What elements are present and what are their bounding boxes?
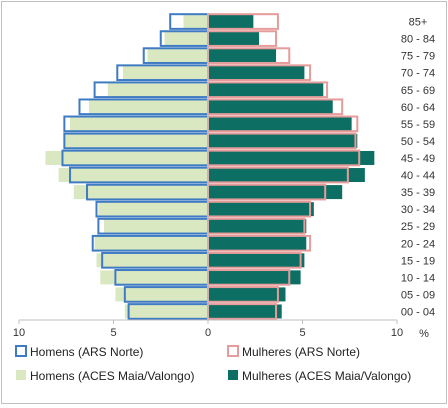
legend-swatch: [16, 370, 26, 380]
category-labels: 00 - 04 05 - 09 10 - 14 15 - 19 20 - 24 25 - …: [401, 17, 435, 319]
x-tick-label: 0: [205, 327, 211, 339]
x-tick-label: 10: [391, 327, 403, 339]
bar-homens-aces-0: [124, 304, 208, 319]
legend-label: Homens (ACES Maia/Valongo): [30, 369, 195, 383]
category-label: 00 - 04: [401, 306, 435, 318]
bar-homens-aces-7: [73, 185, 208, 200]
legend-swatch: [15, 345, 27, 357]
bar-homens-aces-16: [164, 31, 208, 46]
bar-homens-aces-17: [183, 14, 208, 29]
legend-swatch: [227, 345, 239, 357]
bar-homens-aces-10: [64, 133, 208, 148]
bar-homens-aces-1: [115, 287, 208, 302]
bar-mulheres-aces-6: [208, 202, 314, 217]
category-label: 60 - 64: [401, 102, 435, 114]
category-label: 40 - 44: [401, 170, 435, 182]
legend-label: Mulheres (ARS Norte): [242, 345, 360, 359]
bar-mulheres-aces-12: [208, 99, 333, 114]
category-label: 30 - 34: [401, 204, 435, 216]
x-tick-label: 5: [110, 327, 116, 339]
bar-mulheres-aces-14: [208, 65, 305, 80]
legend-label: Mulheres (ACES Maia/Valongo): [242, 369, 411, 383]
bar-mulheres-aces-3: [208, 253, 305, 268]
bar-mulheres-aces-15: [208, 48, 277, 63]
bar-mulheres-aces-17: [208, 14, 254, 29]
category-label: 85+: [409, 17, 428, 29]
bar-homens-aces-14: [122, 65, 208, 80]
category-label: 20 - 24: [401, 238, 435, 250]
bar-mulheres-aces-2: [208, 270, 301, 285]
bar-mulheres-aces-5: [208, 219, 307, 234]
bar-homens-aces-6: [98, 202, 208, 217]
bar-mulheres-aces-16: [208, 31, 260, 46]
bar-homens-aces-8: [58, 168, 208, 183]
bar-homens-aces-2: [100, 270, 208, 285]
bar-homens-aces-4: [94, 236, 208, 251]
category-label: 10 - 14: [401, 272, 435, 284]
category-label: 45 - 49: [401, 153, 435, 165]
bar-mulheres-aces-1: [208, 287, 286, 302]
bar-mulheres-aces-11: [208, 116, 352, 131]
bar-homens-aces-12: [88, 99, 208, 114]
category-label: 35 - 39: [401, 187, 435, 199]
category-label: 25 - 29: [401, 221, 435, 233]
category-label: 75 - 79: [401, 51, 435, 63]
bar-mulheres-aces-0: [208, 304, 282, 319]
bars-layer: [45, 13, 375, 320]
category-label: 70 - 74: [401, 68, 435, 80]
category-label: 55 - 59: [401, 119, 435, 131]
bar-homens-aces-13: [107, 82, 208, 97]
category-label: 80 - 84: [401, 34, 435, 46]
x-axis-unit-label: %: [419, 328, 429, 340]
bar-homens-aces-11: [70, 116, 208, 131]
x-ticks: 10 5 0 5 10: [13, 320, 403, 339]
x-tick-label: 10: [13, 327, 25, 339]
legend-label: Homens (ARS Norte): [30, 345, 143, 359]
bar-mulheres-aces-10: [208, 133, 358, 148]
category-label: 05 - 09: [401, 289, 435, 301]
bar-mulheres-aces-13: [208, 82, 324, 97]
legend-swatch: [228, 370, 238, 380]
category-label: 15 - 19: [401, 255, 435, 267]
bar-mulheres-aces-4: [208, 236, 307, 251]
bar-homens-aces-3: [96, 253, 208, 268]
bar-mulheres-aces-9: [208, 150, 375, 165]
bar-homens-aces-15: [147, 48, 208, 63]
bar-mulheres-aces-8: [208, 168, 365, 183]
bar-homens-aces-5: [104, 219, 208, 234]
category-label: 50 - 54: [401, 136, 435, 148]
bar-homens-aces-9: [45, 150, 209, 165]
x-tick-label: 5: [299, 327, 305, 339]
bar-mulheres-aces-7: [208, 185, 343, 200]
legend: Homens (ARS Norte) Mulheres (ARS Norte) Ho…: [15, 345, 411, 383]
category-label: 65 - 69: [401, 85, 435, 97]
population-pyramid-chart: 10 5 0 5 10 % 00 - 04 05 - 09 10 - 14 15 - 19 20…: [13, 13, 435, 383]
axis-layer: 10 5 0 5 10 %: [13, 13, 429, 340]
